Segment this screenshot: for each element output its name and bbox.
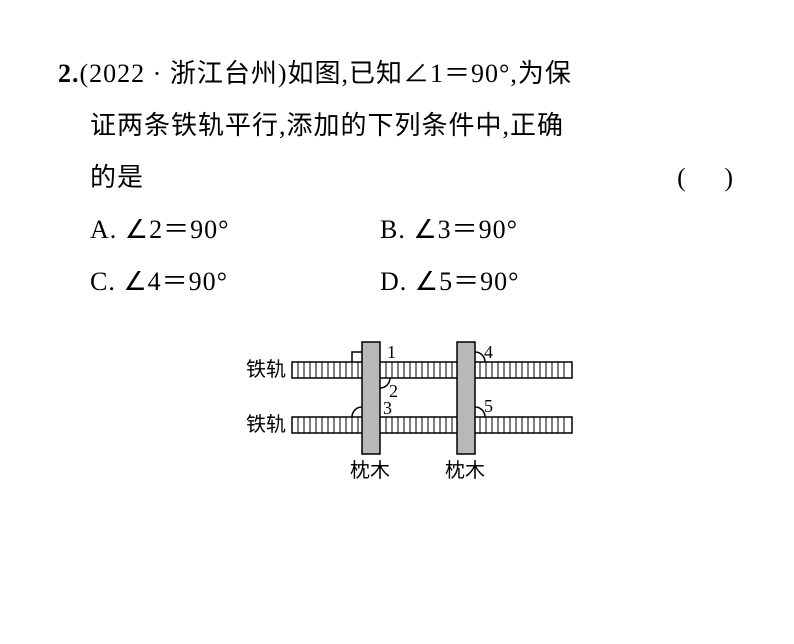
options-block: A. ∠2＝90° B. ∠3＝90° C. ∠4＝90° D. ∠5＝90° [90,204,734,308]
angle-1-mark [352,352,362,362]
question-text-3: 的是 [90,163,144,192]
question-text-1: 如图,已知∠1＝90°,为保 [288,59,572,88]
angle-4-label: 4 [484,342,493,362]
option-c: C. ∠4＝90° [90,256,380,308]
question-text-2: 证两条铁轨平行,添加的下列条件中,正确 [90,100,734,152]
railway-diagram: 1 2 3 4 5 铁轨 铁轨 枕木 枕木 [90,332,734,492]
angle-1-label: 1 [387,342,396,362]
sleeper-left [362,342,380,454]
source-location: 浙江台州 [170,59,278,88]
option-b: B. ∠3＝90° [380,204,734,256]
angle-3-label: 3 [383,398,392,418]
paren-left: ( [677,163,687,192]
sleeper-label-left: 枕木 [350,459,390,482]
option-a: A. ∠2＝90° [90,204,380,256]
angle-5-label: 5 [484,396,493,416]
paren-right: ) [724,163,734,192]
option-d: D. ∠5＝90° [380,256,734,308]
rail-label-top: 铁轨 [246,358,286,381]
sleeper-right [457,342,475,454]
source-prefix: (2022 · [80,59,170,88]
angle-3-mark [352,407,362,417]
rail-label-bottom: 铁轨 [246,413,286,436]
rail-top [292,362,572,378]
rail-bottom [292,417,572,433]
source-suffix: ) [278,59,288,88]
question-number: 2. [58,59,80,88]
sleeper-label-right: 枕木 [445,459,485,482]
